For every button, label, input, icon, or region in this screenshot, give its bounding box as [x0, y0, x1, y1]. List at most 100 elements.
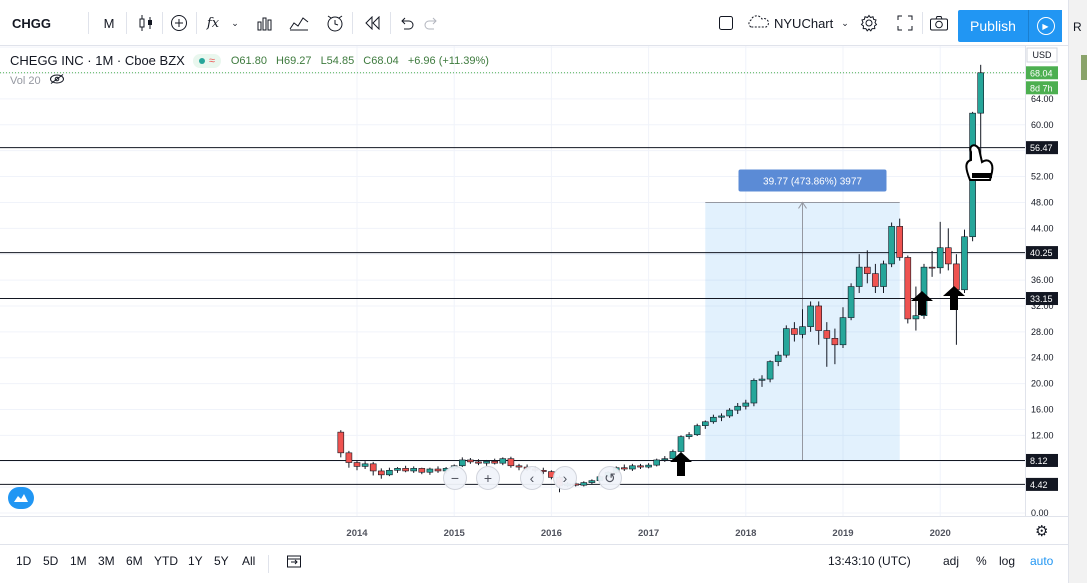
- thumbnail-image[interactable]: [1081, 55, 1087, 80]
- scroll-left-button[interactable]: ‹: [520, 466, 544, 490]
- undo-icon[interactable]: [394, 8, 418, 38]
- price-tick-label: 52.00: [1031, 172, 1054, 182]
- candle-body: [458, 459, 466, 467]
- volume-legend: Vol 20: [10, 74, 65, 87]
- log-toggle[interactable]: log: [999, 554, 1016, 568]
- measure-label: 39.77 (473.86%) 3977: [763, 176, 862, 187]
- eye-hidden-icon[interactable]: [49, 74, 65, 87]
- candle-body: [839, 317, 847, 346]
- price-tick-label: 0.00: [1031, 508, 1049, 518]
- templates-icon[interactable]: [286, 8, 312, 38]
- range-5d[interactable]: 5D: [43, 554, 59, 568]
- reset-chart-icon[interactable]: ↺: [598, 466, 622, 490]
- range-all[interactable]: All: [242, 554, 256, 568]
- price-badge-label: 8.12: [1030, 456, 1048, 466]
- range-1m[interactable]: 1M: [70, 554, 87, 568]
- price-badge-label: 4.42: [1030, 480, 1048, 490]
- financials-icon[interactable]: [252, 8, 278, 38]
- candle-body: [718, 415, 725, 418]
- interval-button[interactable]: M: [103, 15, 115, 31]
- percent-toggle[interactable]: %: [976, 554, 987, 568]
- candle-body: [774, 354, 782, 362]
- time-tick-label: 2014: [346, 528, 368, 539]
- zoom-in-button[interactable]: +: [476, 466, 500, 490]
- zoom-out-button[interactable]: −: [443, 466, 467, 490]
- candle-body: [620, 467, 628, 470]
- top-toolbar: CHGG M fx ⌄ NYUChart ⌄: [0, 0, 1087, 46]
- range-5y[interactable]: 5Y: [214, 554, 229, 568]
- ohlc-change: +6.96 (+11.39%): [407, 54, 489, 67]
- price-badge-label: 56.47: [1030, 143, 1053, 153]
- candle-body: [337, 431, 345, 454]
- price-axis: 68.0064.0060.0056.0052.0048.0044.0040.00…: [1026, 47, 1058, 518]
- cloud-icon: [746, 14, 770, 32]
- compare-add-icon[interactable]: [166, 8, 192, 38]
- tradingview-logo-icon[interactable]: [8, 487, 34, 509]
- ohlc-low: L54.85: [320, 54, 355, 67]
- settings-gear-icon[interactable]: [856, 8, 882, 38]
- candle-body: [499, 458, 507, 464]
- symbol-search-button[interactable]: CHGG: [12, 15, 51, 31]
- layout-name-button[interactable]: NYUChart ⌄: [746, 8, 854, 38]
- fullscreen-icon[interactable]: [892, 8, 918, 38]
- legend-title[interactable]: CHEGG INC · 1M · Cboe BZX: [10, 53, 185, 68]
- range-ytd[interactable]: YTD: [154, 554, 178, 568]
- ohlc-values: O61.80 H69.27 L54.85 C68.04 +6.96 (+11.3…: [231, 55, 495, 67]
- goto-date-icon[interactable]: [286, 553, 302, 572]
- price-badge: [1026, 81, 1058, 95]
- candle-body: [475, 461, 482, 464]
- measure-label-box: [738, 169, 887, 192]
- alert-clock-icon[interactable]: [322, 8, 348, 38]
- candle-body: [815, 305, 823, 331]
- candle-body: [629, 465, 636, 470]
- price-badge-label: 33.15: [1030, 294, 1053, 304]
- range-1y[interactable]: 1Y: [188, 554, 203, 568]
- bottom-divider: [268, 555, 269, 573]
- chevron-down-icon[interactable]: ⌄: [231, 17, 239, 28]
- range-1d[interactable]: 1D: [16, 554, 32, 568]
- price-badge-label: 40.25: [1030, 248, 1053, 258]
- play-circle-icon[interactable]: ▶: [1028, 10, 1062, 42]
- replay-icon[interactable]: [360, 8, 386, 38]
- market-status-badge[interactable]: ≈: [192, 53, 221, 68]
- currency-label: USD: [1032, 50, 1052, 60]
- adj-toggle[interactable]: adj: [943, 554, 960, 568]
- price-tick-label: 20.00: [1031, 379, 1054, 389]
- candle-body: [896, 226, 904, 258]
- candle-body: [345, 452, 353, 463]
- candle-body: [928, 266, 936, 269]
- candle-body: [855, 266, 863, 287]
- annotation-arrows: [670, 144, 994, 476]
- camera-snapshot-icon[interactable]: [926, 8, 952, 38]
- clock-time[interactable]: 13:43:10 (UTC): [828, 554, 911, 568]
- candle-style-icon[interactable]: [132, 8, 160, 38]
- candle-body: [742, 402, 750, 407]
- price-tick-label: 48.00: [1031, 197, 1054, 207]
- price-tick-label: 28.00: [1031, 327, 1054, 337]
- price-badge: [1026, 66, 1058, 80]
- layout-select-icon[interactable]: [714, 8, 738, 38]
- indicators-button[interactable]: fx: [206, 15, 220, 31]
- candle-body: [961, 236, 968, 291]
- price-chart[interactable]: 39.77 (473.86%) 3977 68.0064.0060.0056.0…: [0, 46, 1068, 544]
- wave-icon: ≈: [208, 54, 215, 67]
- axis-settings-gear-icon[interactable]: ⚙: [1035, 523, 1049, 540]
- volume-label[interactable]: Vol 20: [10, 74, 41, 87]
- auto-scale-toggle[interactable]: auto: [1030, 554, 1054, 568]
- publish-button[interactable]: Publish: [958, 10, 1028, 42]
- candle-body: [637, 465, 644, 468]
- price-badge: [1026, 246, 1058, 260]
- price-tick-label: 64.00: [1031, 94, 1054, 104]
- ohlc-high: H69.27: [276, 54, 312, 67]
- redo-icon[interactable]: [420, 8, 444, 38]
- candle-body: [410, 468, 418, 472]
- price-badge: [1026, 292, 1058, 306]
- status-dot-icon: [198, 57, 205, 64]
- range-3m[interactable]: 3M: [98, 554, 115, 568]
- scroll-right-button[interactable]: ›: [553, 466, 577, 490]
- range-6m[interactable]: 6M: [126, 554, 143, 568]
- toolbar-divider: [922, 12, 923, 34]
- toolbar-divider: [126, 12, 127, 34]
- layout-name: NYUChart: [774, 15, 834, 31]
- ohlc-open: O61.80: [230, 54, 267, 67]
